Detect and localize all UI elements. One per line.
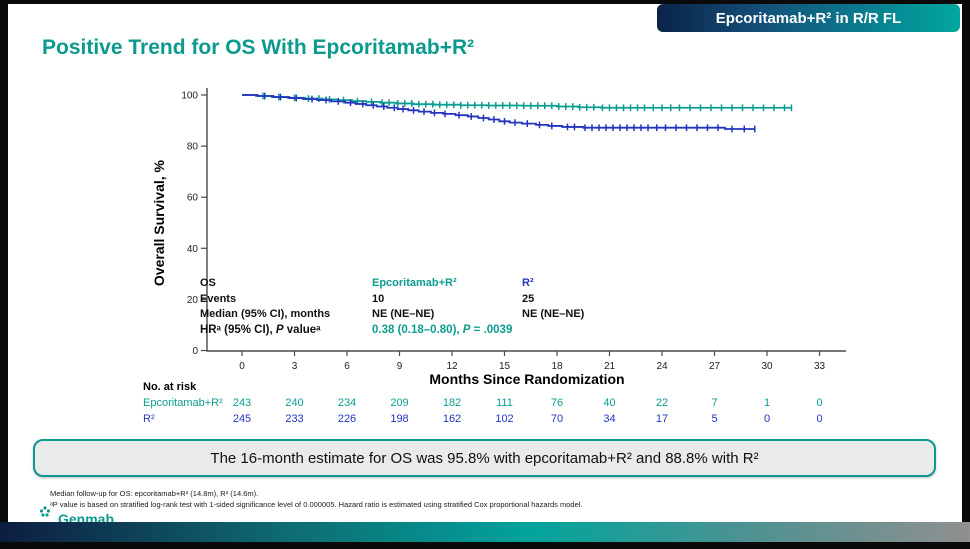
at-risk-value: 182	[442, 397, 462, 409]
at-risk-value: 5	[711, 413, 718, 425]
at-risk-value: 76	[550, 397, 564, 409]
at-risk-row-label: Epcoritamab+R²	[143, 397, 223, 409]
at-risk-value: 226	[337, 413, 357, 425]
at-risk-value: 40	[603, 397, 616, 409]
stats-hr-label-post: valueᵃ	[283, 323, 321, 336]
stats-median-r2: NE (NE–NE)	[522, 308, 585, 320]
key-result-callout: The 16-month estimate for OS was 95.8% w…	[33, 439, 936, 477]
at-risk-title: No. at risk	[143, 381, 197, 393]
at-risk-value: 0	[816, 397, 823, 409]
footnotes: Median follow-up for OS: epcoritamab+R² …	[50, 488, 583, 510]
footer-gradient-bar	[0, 522, 970, 542]
header-badge-label: Epcoritamab+R² in R/R FL	[715, 9, 902, 27]
at-risk-value: 102	[495, 413, 514, 425]
stats-header-epcor: Epcoritamab+R²	[372, 277, 457, 289]
at-risk-value: 233	[285, 413, 304, 425]
at-risk-row-label: R²	[143, 413, 155, 425]
stats-table: OS Epcoritamab+R² R² Events 10 25 Median…	[200, 276, 642, 338]
x-axis-title: Months Since Randomization	[429, 371, 625, 387]
footnote-line2: ᵃP value is based on stratified log-rank…	[50, 500, 583, 509]
key-result-text: The 16-month estimate for OS was 95.8% w…	[210, 449, 759, 467]
at-risk-value: 1	[763, 397, 771, 409]
footnote-line1: Median follow-up for OS: epcoritamab+R² …	[50, 489, 259, 498]
at-risk-value: 198	[390, 413, 409, 425]
stats-hr-label-pre: HRᵃ (95% CI),	[200, 323, 276, 336]
at-risk-value: 34	[603, 413, 616, 425]
stats-events-r2: 25	[522, 292, 535, 305]
y-axis-title: Overall Survival, %	[148, 92, 170, 354]
header-badge: Epcoritamab+R² in R/R FL	[657, 4, 960, 32]
stats-events-label: Events	[200, 292, 237, 305]
at-risk-value: 240	[285, 397, 304, 409]
stats-hr-value: 0.38 (0.18–0.80), P = .0039	[372, 323, 642, 339]
stats-header-label: OS	[200, 277, 216, 289]
at-risk-value: 0	[816, 413, 823, 425]
stats-header-r2: R²	[522, 277, 534, 289]
stats-hr-value-pre: 0.38 (0.18–0.80),	[372, 323, 463, 336]
at-risk-value: 0	[763, 413, 771, 425]
at-risk-value: 17	[655, 413, 669, 425]
stats-events-epcor: 10	[372, 292, 385, 305]
stats-median-label: Median (95% CI), months	[200, 308, 331, 320]
at-risk-value: 111	[496, 397, 513, 409]
at-risk-value: 243	[232, 397, 252, 409]
page-title: Positive Trend for OS With Epcoritamab+R…	[42, 36, 475, 59]
at-risk-value: 245	[232, 413, 252, 425]
stats-hr-label-p: P	[275, 323, 284, 336]
stats-median-epcor: NE (NE–NE)	[372, 308, 435, 320]
genmab-logo-icon	[38, 505, 52, 524]
at-risk-value: 162	[442, 413, 462, 425]
at-risk-value: 234	[337, 397, 357, 409]
at-risk-value: 70	[550, 413, 564, 425]
stats-hr-value-post: = .0039	[470, 323, 513, 336]
at-risk-value: 22	[655, 397, 669, 409]
at-risk-value: 209	[390, 397, 409, 409]
at-risk-value: 7	[711, 397, 718, 409]
y-axis-title-text: Overall Survival, %	[151, 159, 167, 287]
stats-hr-label: HRᵃ (95% CI), P valueᵃ	[200, 323, 372, 339]
